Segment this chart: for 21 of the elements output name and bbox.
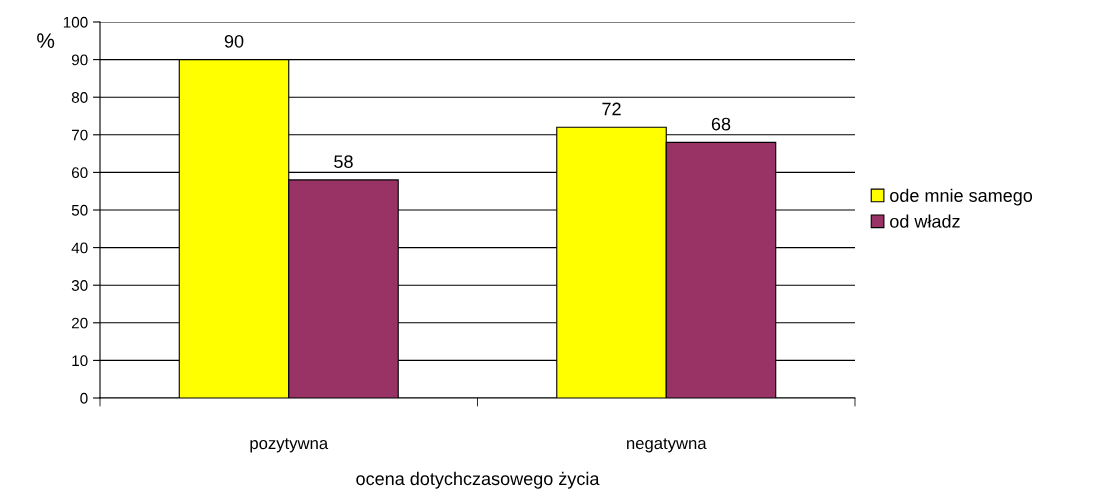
y-tick-label: 100	[63, 16, 88, 28]
y-tick-label: 50	[71, 204, 88, 216]
data-label: 72	[602, 102, 621, 116]
y-tick-label: 60	[71, 167, 88, 179]
y-tick-label: 10	[72, 355, 88, 367]
legend-label: ode mnie samego	[890, 188, 1033, 206]
data-label: 58	[334, 155, 353, 169]
x-axis-title: ocena dotychczasowego życia	[356, 471, 600, 489]
y-tick-label: 40	[71, 242, 88, 254]
y-tick-label: 30	[71, 280, 88, 291]
x-tick-label: pozytywna	[250, 438, 329, 453]
x-tick-label: negatywna	[627, 438, 707, 453]
y-tick-label: 80	[71, 92, 88, 103]
data-label: 90	[224, 34, 244, 48]
y-tick-label: 20	[71, 317, 88, 329]
y-tick-label: 0	[80, 392, 88, 404]
data-label: 68	[711, 117, 731, 131]
y-axis-title: %	[37, 33, 55, 48]
y-tick-label: 70	[71, 129, 88, 141]
legend-label: od władz	[890, 214, 960, 228]
y-tick-label: 90	[71, 54, 88, 66]
